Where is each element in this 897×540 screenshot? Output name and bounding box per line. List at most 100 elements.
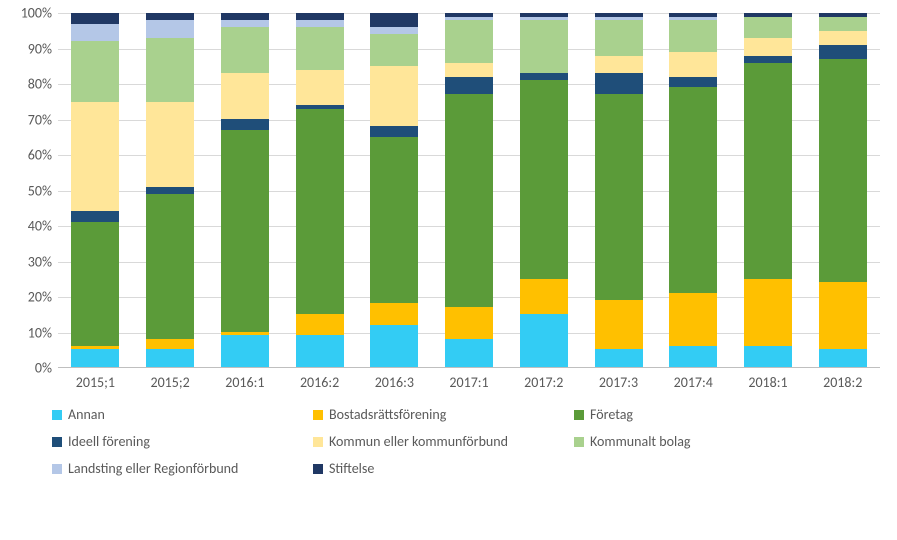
bar-segment-kombolag [445,20,493,62]
legend-item-kommun: Kommun eller kommunförbund [309,433,570,450]
bar-segment-foretag [669,87,717,292]
bar-column [656,13,731,367]
bar-segment-stiftelse [221,13,269,20]
bar-segment-brf [744,279,792,346]
bar-segment-brf [520,279,568,314]
bar-segment-kommun [71,102,119,212]
y-tick-label: 60% [8,147,52,164]
bar-segment-landsting [71,24,119,42]
x-tick-label: 2017:4 [656,370,731,398]
bar-segment-annan [669,346,717,367]
bar-segment-annan [146,349,194,367]
bar-segment-brf [819,282,867,349]
x-tick-label: 2016:2 [282,370,357,398]
y-tick-label: 100% [8,5,52,22]
bar-segment-kommun [370,66,418,126]
x-axis-labels: 2015;12015;22016:12016:22016:32017:12017… [58,370,880,398]
x-tick-label: 2015;2 [133,370,208,398]
bar-segment-annan [221,335,269,367]
legend-swatch [52,410,62,420]
bar-column [506,13,581,367]
bar [146,13,194,367]
y-tick-label: 10% [8,324,52,341]
bar-segment-foretag [221,130,269,332]
bar-segment-kommun [445,63,493,77]
x-tick-label: 2017:1 [432,370,507,398]
bar-segment-landsting [296,20,344,27]
legend-label: Kommun eller kommunförbund [329,433,508,450]
bar-segment-kommun [669,52,717,77]
y-tick-label: 70% [8,111,52,128]
bar-segment-kombolag [669,20,717,52]
y-tick-label: 40% [8,218,52,235]
legend-label: Bostadsrättsförening [329,406,446,423]
bar-column [581,13,656,367]
bar-segment-brf [445,307,493,339]
legend-swatch [313,464,323,474]
x-tick-label: 2017:2 [506,370,581,398]
bar-segment-kombolag [296,27,344,69]
bar-segment-annan [744,346,792,367]
bar-column [357,13,432,367]
legend-label: Stiftelse [329,460,374,477]
legend-item-annan: Annan [48,406,309,423]
bar-segment-brf [669,293,717,346]
bar-segment-brf [370,303,418,324]
bar-segment-annan [370,325,418,367]
bar-segment-foretag [445,94,493,306]
bar-segment-ideell [669,77,717,88]
bar-segment-kombolag [520,20,568,73]
x-tick-label: 2016:1 [207,370,282,398]
y-tick-label: 90% [8,40,52,57]
bar-segment-kombolag [221,27,269,73]
legend-swatch [313,410,323,420]
bar-segment-stiftelse [146,13,194,20]
bar-segment-ideell [819,45,867,59]
x-tick-label: 2018:2 [805,370,880,398]
legend-label: Företag [590,406,633,423]
bar-column [731,13,806,367]
bar-segment-kombolag [71,41,119,101]
bar-segment-kommun [744,38,792,56]
bar-segment-annan [296,335,344,367]
bar-segment-ideell [520,73,568,80]
bar-column [432,13,507,367]
bar-segment-annan [595,349,643,367]
bar [520,13,568,367]
bar-segment-foretag [744,63,792,279]
bar-segment-kombolag [819,17,867,31]
y-tick-label: 0% [8,360,52,377]
legend-label: Landsting eller Regionförbund [68,460,238,477]
bar-column [282,13,357,367]
bar [669,13,717,367]
x-tick-label: 2015;1 [58,370,133,398]
legend-item-landsting: Landsting eller Regionförbund [48,460,309,477]
bar-segment-kombolag [370,34,418,66]
y-tick-label: 30% [8,253,52,270]
bar-segment-landsting [221,20,269,27]
legend-swatch [52,464,62,474]
bar-segment-annan [445,339,493,367]
bar-segment-foretag [595,94,643,299]
bar-segment-foretag [520,80,568,278]
bar-segment-ideell [71,211,119,222]
bar-segment-ideell [744,56,792,63]
legend-item-kombolag: Kommunalt bolag [570,433,831,450]
bar-segment-foretag [296,109,344,314]
x-tick-label: 2017:3 [581,370,656,398]
bar [445,13,493,367]
bar-column [58,13,133,367]
bar-segment-kommun [146,102,194,187]
bar-segment-ideell [370,126,418,137]
bar [370,13,418,367]
legend-label: Kommunalt bolag [590,433,691,450]
legend-swatch [52,437,62,447]
bar [71,13,119,367]
bar-column [133,13,208,367]
bar-segment-foretag [819,59,867,282]
legend-item-stiftelse: Stiftelse [309,460,570,477]
legend-item-brf: Bostadsrättsförening [309,406,570,423]
x-tick-label: 2016:3 [357,370,432,398]
bar-segment-brf [146,339,194,350]
bar-segment-ideell [445,77,493,95]
